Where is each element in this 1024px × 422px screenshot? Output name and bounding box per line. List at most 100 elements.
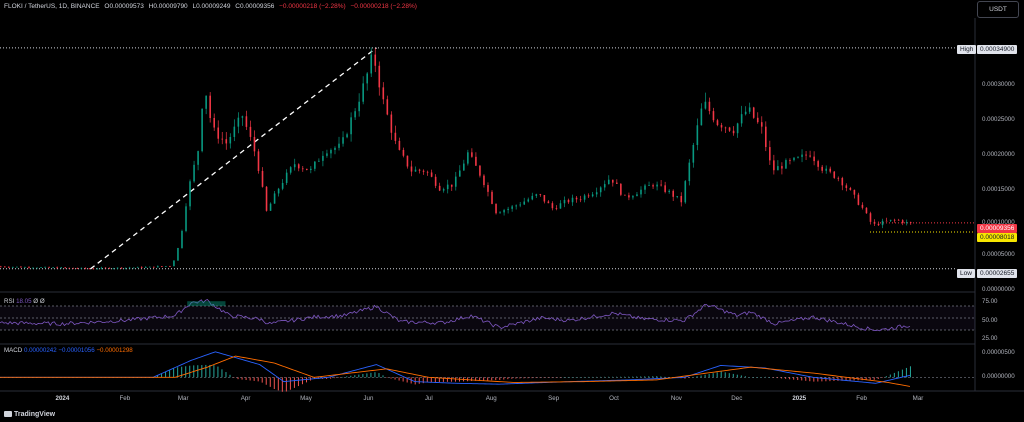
macd-histogram-bar xyxy=(853,377,855,381)
candle xyxy=(128,267,131,269)
candle xyxy=(370,54,373,74)
candle xyxy=(0,266,2,268)
candle xyxy=(575,197,578,200)
rsi-legend[interactable]: RSI 18.05 Ø Ø xyxy=(4,298,45,305)
candle xyxy=(612,179,614,183)
candle xyxy=(326,153,328,156)
candle xyxy=(793,157,795,161)
macd-histogram-bar xyxy=(773,377,775,378)
macd-histogram-bar xyxy=(406,377,408,383)
candle xyxy=(386,99,389,115)
y-tick-label: 0.00000000 xyxy=(982,286,1015,293)
candle xyxy=(354,111,356,118)
x-tick-label: Apr xyxy=(240,395,251,402)
rsi-label: RSI xyxy=(4,298,15,305)
candle xyxy=(797,156,799,158)
macd-histogram-bar xyxy=(209,364,211,378)
candle xyxy=(100,267,103,269)
candle xyxy=(281,182,284,189)
candle xyxy=(475,156,477,166)
candle xyxy=(777,166,779,171)
candle xyxy=(144,267,147,268)
macd-histogram-bar xyxy=(620,376,622,378)
macd-histogram-bar xyxy=(720,371,722,378)
candle xyxy=(740,114,743,124)
candle xyxy=(748,107,751,112)
macd-histogram-bar xyxy=(495,377,497,381)
candle xyxy=(8,266,10,268)
candle xyxy=(515,205,517,207)
macd-histogram-bar xyxy=(527,377,529,379)
candle xyxy=(603,184,606,188)
macd-histogram-bar xyxy=(386,377,388,378)
candle xyxy=(765,126,767,148)
currency-button[interactable]: USDT xyxy=(977,1,1019,18)
macd-histogram-bar xyxy=(249,377,251,381)
symbol-name[interactable]: FLOKI / TetherUS, 1D, BINANCE xyxy=(4,3,100,10)
macd-histogram-bar xyxy=(740,375,742,378)
macd-histogram-bar xyxy=(708,373,710,378)
candle xyxy=(636,194,638,197)
macd-histogram-bar xyxy=(479,377,481,381)
candle xyxy=(108,267,111,269)
candle xyxy=(116,267,119,269)
candle xyxy=(64,267,67,269)
macd-histogram-bar xyxy=(656,376,658,378)
macd-histogram-bar xyxy=(370,372,372,378)
macd-histogram-bar xyxy=(342,376,344,378)
candle xyxy=(567,199,570,203)
macd-histogram-bar xyxy=(652,376,654,378)
macd-histogram-bar xyxy=(752,377,754,378)
y-tick-label: 0.00030000 xyxy=(982,81,1015,88)
candle xyxy=(422,170,425,172)
candle xyxy=(189,181,191,207)
macd-histogram-bar xyxy=(789,377,791,380)
macd-legend[interactable]: MACD 0.00000242 −0.00001056 −0.00001298 xyxy=(4,347,133,354)
macd-histogram-bar xyxy=(603,376,605,378)
macd-histogram-bar xyxy=(716,372,718,378)
candle xyxy=(789,160,791,161)
candle xyxy=(547,201,550,204)
candle xyxy=(153,266,155,268)
signal-line xyxy=(0,355,911,387)
macd-histogram-bar xyxy=(241,377,243,380)
candle xyxy=(301,168,304,170)
macd-histogram-bar xyxy=(785,377,787,379)
macd-histogram-bar xyxy=(301,377,303,385)
candle xyxy=(769,147,771,161)
candle xyxy=(185,206,187,231)
macd-histogram-bar xyxy=(418,377,420,384)
high-value-tag: 0.00034900 xyxy=(977,45,1018,54)
candle xyxy=(104,267,107,269)
macd-histogram-bar xyxy=(297,377,299,387)
candle xyxy=(897,219,900,221)
candle xyxy=(656,184,658,187)
macd-histogram-bar xyxy=(189,365,191,378)
candle xyxy=(668,190,670,192)
macd-histogram-bar xyxy=(257,377,259,382)
change-value: −0.00000218 (−2.28%) xyxy=(279,3,346,10)
candle xyxy=(760,122,763,127)
macd-histogram-bar xyxy=(684,377,686,379)
candle xyxy=(571,197,574,203)
macd-histogram-bar xyxy=(559,377,561,378)
candle xyxy=(322,155,324,161)
candle xyxy=(261,170,264,187)
macd-histogram-bar xyxy=(607,376,609,378)
candle xyxy=(430,172,433,177)
candle xyxy=(318,160,320,162)
macd-histogram-bar xyxy=(434,377,436,383)
candle xyxy=(551,203,554,209)
candle xyxy=(716,120,719,126)
macd-histogram-bar xyxy=(901,369,903,378)
candle xyxy=(330,149,332,154)
macd-histogram-bar xyxy=(285,377,287,392)
macd-histogram-bar xyxy=(801,377,803,381)
macd-histogram-bar xyxy=(736,374,738,378)
macd-histogram-bar xyxy=(535,377,537,379)
x-tick-label: 2025 xyxy=(792,395,807,402)
rsi-extra: Ø Ø xyxy=(33,298,45,305)
candle xyxy=(390,114,393,133)
